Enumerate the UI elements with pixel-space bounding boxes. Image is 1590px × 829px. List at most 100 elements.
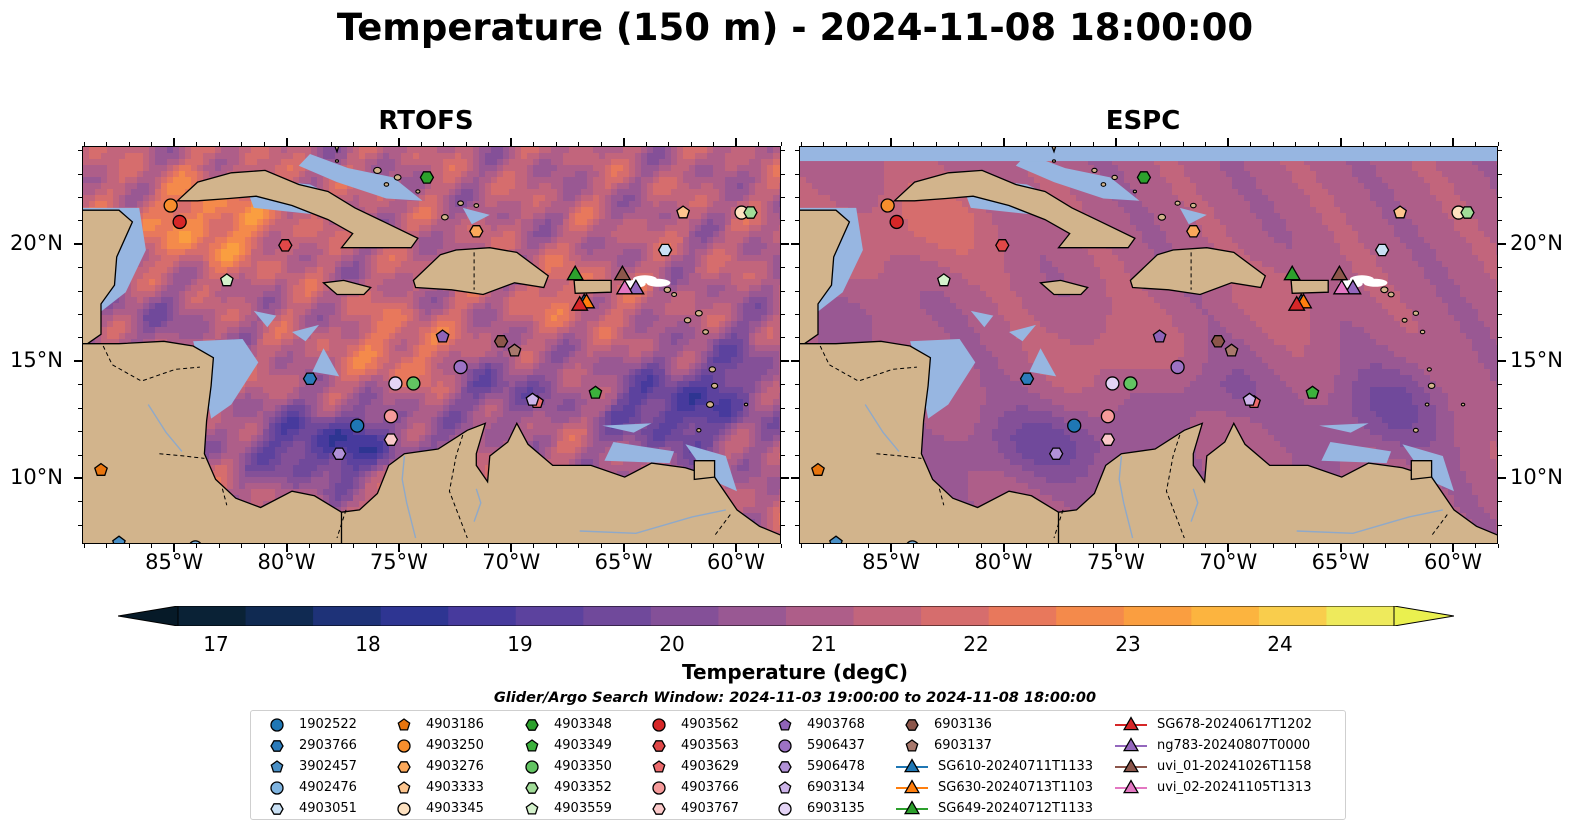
minor-tick — [1498, 501, 1502, 503]
float-6903135 — [388, 376, 403, 391]
map-panel-rtofs[interactable] — [82, 146, 781, 544]
minor-tick — [795, 524, 799, 526]
legend-circle-icon — [397, 802, 411, 816]
major-tick — [890, 138, 893, 146]
lon-label: 60°W — [1424, 550, 1483, 574]
legend-marker-icon — [525, 719, 539, 731]
major-tick — [1452, 138, 1455, 146]
colorbar-over — [1393, 606, 1454, 626]
minor-tick — [375, 544, 377, 548]
legend-marker-icon — [652, 781, 666, 795]
minor-tick — [78, 337, 82, 339]
minor-tick — [330, 544, 332, 548]
legend-circle-icon — [270, 781, 284, 795]
legend-label: 4903186 — [426, 717, 484, 732]
float-5906478 — [1048, 447, 1064, 460]
minor-tick — [1498, 220, 1502, 222]
legend-pentagon-icon — [778, 781, 792, 794]
legend-circle-icon — [270, 718, 284, 732]
glider-uvi_01-20241026T1158 — [1330, 264, 1349, 281]
minor-tick — [868, 142, 870, 146]
minor-tick — [1295, 142, 1297, 146]
colorbar-segment — [178, 606, 247, 626]
legend-label: 3902457 — [299, 759, 357, 774]
minor-tick — [533, 544, 535, 548]
legend-label: 6903134 — [807, 780, 865, 795]
minor-tick — [83, 544, 85, 548]
legend-marker-icon — [270, 718, 284, 732]
minor-tick — [1047, 544, 1049, 548]
float-4903348 — [419, 171, 435, 184]
legend-hexagon-icon — [270, 740, 284, 752]
major-tick — [74, 360, 82, 363]
legend-label: 4903250 — [426, 738, 484, 753]
minor-tick — [600, 142, 602, 146]
minor-tick — [353, 142, 355, 146]
float-5906478 — [331, 447, 347, 460]
legend-hexagon-icon — [652, 803, 666, 815]
colorbar-segment — [448, 606, 517, 626]
land-andros — [334, 147, 340, 154]
minor-tick — [555, 544, 557, 548]
legend-hexagon-icon — [778, 761, 792, 773]
major-tick — [622, 138, 625, 146]
legend-title: Glider/Argo Search Window: 2024-11-03 19… — [493, 690, 1097, 706]
legend-pentagon-icon — [397, 781, 411, 794]
minor-tick — [935, 142, 937, 146]
map-panel-espc[interactable] — [799, 146, 1498, 544]
float-4903276 — [469, 225, 484, 238]
float-4903250 — [880, 198, 895, 213]
minor-tick — [1070, 544, 1072, 548]
major-tick — [622, 544, 625, 552]
float-6903136 — [1210, 335, 1226, 348]
minor-tick — [1070, 142, 1072, 146]
minor-tick — [78, 197, 82, 198]
legend-label: ng783-20240807T0000 — [1157, 738, 1311, 753]
legend-marker-icon — [778, 802, 792, 816]
float-4903349 — [588, 385, 603, 399]
glider-SG649-20240712T1133 — [1283, 264, 1302, 281]
legend-circle-icon — [525, 760, 539, 774]
legend-marker-icon — [1115, 737, 1147, 752]
minor-tick — [1250, 544, 1252, 548]
minor-tick — [1407, 142, 1409, 146]
legend-label: 5906478 — [807, 759, 865, 774]
float-4903276 — [1186, 225, 1201, 238]
glider-SG678-20240617T1202 — [1287, 295, 1306, 311]
glider-ng783-20240807T0000 — [1343, 279, 1362, 295]
land-trinidad — [693, 460, 716, 481]
minor-tick — [795, 454, 799, 456]
colorbar-tick-label: 20 — [659, 632, 685, 656]
legend-circle-icon — [778, 739, 792, 753]
minor-tick — [823, 544, 825, 548]
major-tick — [781, 243, 789, 246]
colorbar-tick-label: 17 — [203, 632, 229, 656]
minor-tick — [1182, 544, 1184, 548]
legend-marker-icon — [905, 739, 919, 752]
float-4903768 — [435, 329, 450, 343]
legend-circle-icon — [652, 781, 666, 795]
colorbar-segment — [583, 606, 652, 626]
colorbar-tick-label: 23 — [1115, 632, 1141, 656]
lon-label: 70°W — [482, 550, 541, 574]
colorbar-label: Temperature (degC) — [682, 660, 908, 684]
minor-tick — [781, 150, 785, 152]
float-4903350 — [1123, 376, 1138, 391]
float-4903333 — [676, 205, 691, 219]
land-trinidad — [1410, 460, 1433, 481]
colorbar-segment — [515, 606, 584, 626]
minor-tick — [781, 431, 785, 433]
minor-tick — [1498, 407, 1502, 409]
legend-label: 6903135 — [807, 801, 865, 816]
major-tick — [1498, 243, 1506, 246]
minor-tick — [533, 142, 535, 146]
minor-tick — [488, 544, 490, 548]
legend-pentagon-icon — [270, 760, 284, 773]
float-2903766 — [1019, 372, 1035, 386]
lat-label: 10°N — [1510, 465, 1563, 490]
minor-tick — [578, 544, 580, 548]
major-tick — [285, 138, 288, 146]
lon-label: 80°W — [257, 550, 316, 574]
legend-label: uvi_02-20241105T1313 — [1157, 780, 1312, 795]
minor-tick — [78, 290, 82, 292]
